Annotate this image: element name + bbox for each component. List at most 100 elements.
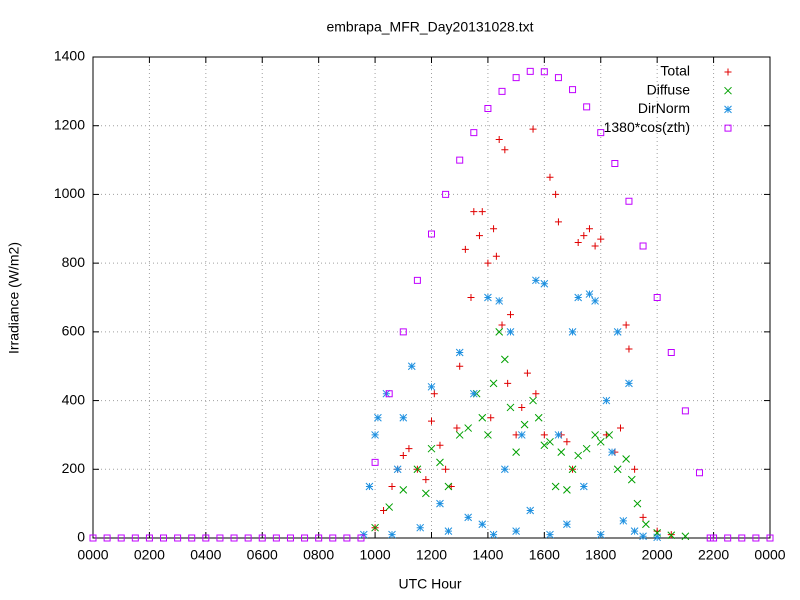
point — [498, 87, 506, 95]
y-axis-label: Irradiance (W/m2) — [6, 242, 22, 354]
point — [724, 534, 732, 542]
point — [500, 465, 509, 474]
plot-border — [92, 56, 771, 539]
x-tick-label: 1000 — [360, 547, 391, 563]
point — [568, 465, 577, 474]
point — [489, 379, 498, 388]
point — [492, 252, 500, 260]
point — [490, 225, 498, 233]
point — [639, 242, 647, 250]
point — [422, 489, 430, 498]
point — [529, 125, 537, 133]
point — [540, 68, 548, 76]
point — [413, 465, 422, 474]
point — [495, 135, 503, 143]
point — [444, 482, 453, 491]
y-tick-label: 400 — [62, 391, 86, 407]
x-axis-label: UTC Hour — [398, 576, 461, 592]
legend-label: Total — [660, 63, 690, 79]
point — [484, 431, 492, 439]
point — [695, 469, 703, 477]
point — [174, 534, 182, 542]
point — [470, 208, 478, 216]
point — [484, 293, 492, 302]
point — [546, 530, 554, 539]
point — [574, 239, 582, 247]
point — [526, 506, 535, 515]
point — [456, 362, 464, 370]
point — [407, 362, 416, 371]
point — [427, 382, 436, 391]
point — [216, 534, 224, 542]
point — [557, 448, 566, 456]
point — [506, 403, 515, 412]
point — [301, 534, 309, 542]
point — [554, 218, 562, 226]
point — [529, 396, 537, 405]
point — [518, 403, 526, 411]
legend-marker — [724, 105, 732, 114]
point — [202, 534, 210, 542]
x-tick-label: 0600 — [247, 547, 278, 563]
point — [552, 190, 560, 198]
point — [456, 156, 464, 164]
y-tick-label: 0 — [77, 529, 85, 545]
point — [405, 445, 413, 453]
point — [475, 232, 483, 240]
point — [625, 379, 633, 388]
point — [501, 146, 509, 154]
point — [399, 328, 407, 336]
point — [495, 328, 504, 336]
x-tick-label: 0800 — [303, 547, 334, 563]
point — [413, 276, 421, 284]
point — [484, 259, 492, 267]
point — [546, 173, 554, 181]
point — [131, 534, 139, 542]
legend-marker — [724, 124, 732, 132]
point — [315, 534, 323, 542]
x-tick-label: 1800 — [585, 547, 616, 563]
point — [653, 533, 662, 542]
point — [585, 290, 594, 298]
point — [436, 441, 444, 449]
point — [596, 437, 605, 446]
point — [244, 534, 252, 542]
point — [597, 129, 605, 137]
point — [512, 448, 520, 456]
point — [399, 486, 408, 494]
point — [583, 103, 591, 111]
point — [455, 348, 464, 357]
point — [563, 486, 571, 494]
point — [622, 321, 630, 329]
point — [517, 431, 526, 439]
point — [642, 520, 650, 529]
point — [574, 293, 583, 302]
point — [489, 530, 498, 539]
point — [461, 245, 469, 253]
point — [504, 379, 512, 387]
point — [145, 534, 153, 542]
point — [563, 438, 571, 446]
point — [478, 520, 487, 529]
point — [371, 431, 379, 439]
point — [554, 74, 562, 82]
point — [540, 441, 549, 450]
point — [582, 444, 591, 453]
point — [752, 534, 760, 542]
point — [506, 328, 515, 336]
point — [540, 279, 549, 288]
point — [546, 437, 554, 446]
point — [357, 534, 365, 542]
point — [597, 235, 605, 243]
point — [605, 431, 614, 439]
point — [574, 451, 583, 460]
point — [385, 390, 393, 398]
point — [563, 520, 571, 529]
point — [374, 413, 382, 422]
point — [568, 328, 577, 336]
point — [427, 444, 436, 453]
point — [430, 390, 438, 398]
point — [613, 328, 622, 336]
y-tick-label: 1400 — [54, 48, 85, 64]
